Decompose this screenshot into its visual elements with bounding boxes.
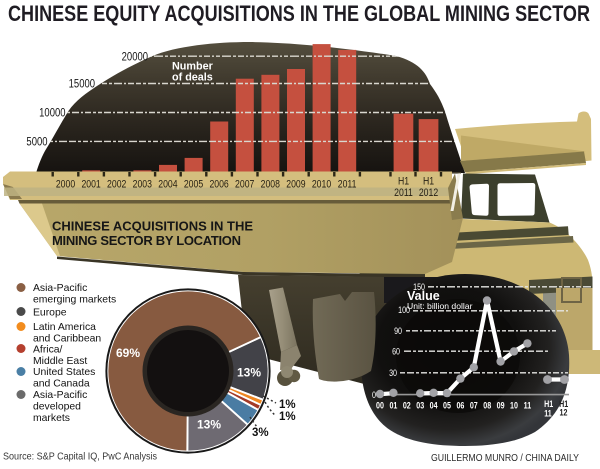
svg-text:and Canada: and Canada	[33, 379, 90, 390]
svg-text:1%: 1%	[279, 411, 296, 423]
svg-text:2003: 2003	[133, 179, 153, 191]
svg-text:12: 12	[560, 406, 568, 417]
svg-text:90: 90	[394, 325, 402, 336]
svg-text:150: 150	[413, 281, 425, 292]
svg-text:and Caribbean: and Caribbean	[33, 334, 101, 345]
svg-text:Number: Number	[172, 61, 214, 73]
svg-text:08: 08	[483, 400, 491, 411]
svg-text:06: 06	[456, 400, 464, 411]
svg-text:emerging markets: emerging markets	[33, 295, 116, 306]
svg-text:11: 11	[544, 407, 552, 418]
svg-text:2001: 2001	[81, 179, 101, 191]
svg-text:2004: 2004	[158, 179, 178, 191]
svg-text:2009: 2009	[286, 179, 306, 191]
svg-text:20000: 20000	[122, 50, 148, 63]
svg-text:GUILLERMO MUNRO / CHINA DAILY: GUILLERMO MUNRO / CHINA DAILY	[431, 452, 579, 464]
svg-text:05: 05	[443, 400, 451, 411]
svg-text:07: 07	[470, 400, 478, 411]
svg-text:developed: developed	[33, 402, 81, 413]
svg-text:11: 11	[524, 400, 532, 411]
svg-text:2006: 2006	[209, 179, 229, 191]
svg-text:2011: 2011	[338, 179, 357, 191]
svg-text:2007: 2007	[235, 179, 255, 191]
svg-text:13%: 13%	[237, 366, 261, 380]
svg-text:H1: H1	[559, 398, 568, 409]
svg-text:1%: 1%	[279, 399, 296, 411]
svg-text:02: 02	[403, 400, 411, 411]
svg-text:09: 09	[497, 400, 505, 411]
svg-text:markets: markets	[33, 413, 70, 424]
svg-text:Africa/: Africa/	[33, 345, 63, 356]
svg-text:2002: 2002	[107, 179, 127, 191]
svg-text:2008: 2008	[261, 179, 281, 191]
svg-text:15000: 15000	[69, 78, 95, 91]
svg-text:100: 100	[398, 304, 410, 315]
svg-text:13%: 13%	[197, 418, 221, 432]
svg-text:CHINESE EQUITY ACQUISITIONS IN: CHINESE EQUITY ACQUISITIONS IN THE GLOBA…	[8, 1, 590, 26]
svg-text:5000: 5000	[26, 136, 47, 149]
svg-text:Europe: Europe	[33, 308, 67, 319]
svg-text:30: 30	[389, 367, 397, 378]
svg-text:2011: 2011	[394, 187, 413, 199]
svg-text:3%: 3%	[252, 427, 269, 439]
svg-text:H1: H1	[544, 398, 553, 409]
svg-text:H1: H1	[423, 176, 435, 188]
svg-text:2005: 2005	[184, 179, 204, 191]
svg-text:04: 04	[430, 400, 438, 411]
svg-text:Unit: billion dollar: Unit: billion dollar	[407, 301, 473, 311]
svg-text:of deals: of deals	[172, 71, 213, 83]
svg-text:Asia-Pacific: Asia-Pacific	[33, 390, 87, 401]
svg-text:00: 00	[376, 400, 384, 411]
svg-text:Value: Value	[407, 289, 440, 303]
svg-text:60: 60	[392, 345, 400, 356]
svg-text:H1: H1	[398, 176, 410, 188]
svg-text:CHINESE ACQUISITIONS IN THE: CHINESE ACQUISITIONS IN THE	[52, 219, 253, 234]
svg-text:Source: S&P Capital IQ, PwC An: Source: S&P Capital IQ, PwC Analysis	[3, 452, 157, 463]
svg-text:2000: 2000	[56, 179, 76, 191]
svg-text:01: 01	[389, 400, 397, 411]
svg-text:Middle East: Middle East	[33, 356, 87, 367]
svg-text:69%: 69%	[116, 346, 140, 360]
svg-text:10: 10	[510, 400, 518, 411]
svg-text:10000: 10000	[39, 107, 65, 120]
svg-text:MINING SECTOR BY LOCATION: MINING SECTOR BY LOCATION	[52, 233, 241, 248]
svg-text:Asia-Pacific: Asia-Pacific	[33, 283, 87, 294]
svg-text:United States: United States	[33, 367, 95, 378]
svg-text:0: 0	[372, 389, 376, 400]
svg-text:03: 03	[416, 400, 424, 411]
svg-text:2012: 2012	[419, 187, 439, 199]
svg-text:2010: 2010	[312, 179, 332, 191]
svg-text:Latin America: Latin America	[33, 322, 96, 333]
